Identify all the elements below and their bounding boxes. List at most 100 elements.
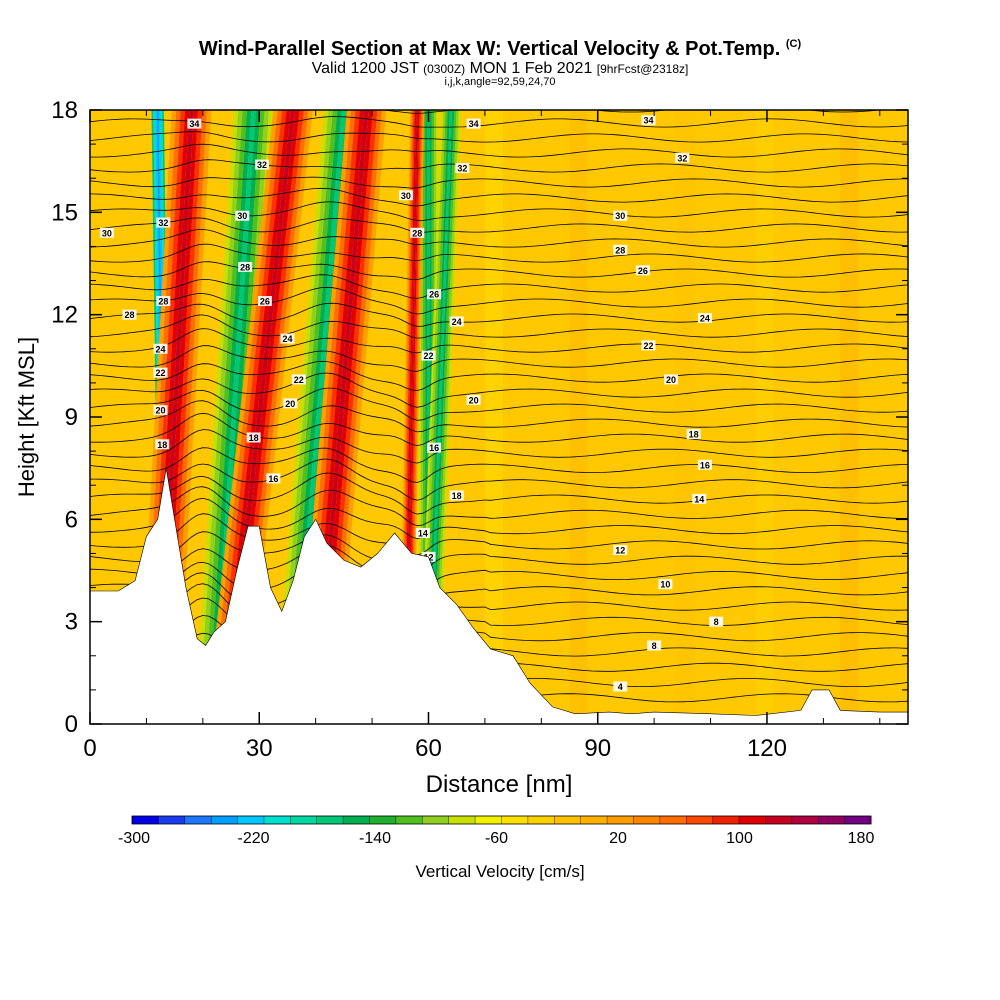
theta-contour (90, 583, 908, 633)
y-tick-label: 9 (65, 404, 78, 431)
theta-label-bg (613, 545, 628, 556)
colorbar-swatch (580, 816, 608, 824)
theta-label-text: 32 (257, 160, 267, 170)
updraft-band (214, 110, 287, 724)
theta-label-text: 18 (452, 491, 462, 501)
colorbar-tick-label: -220 (237, 830, 269, 847)
colorbar-swatch (739, 816, 766, 824)
theta-label-text: 16 (700, 460, 710, 470)
theta-contour (90, 314, 908, 339)
downdraft-band (433, 110, 459, 724)
theta-label: 14 (415, 527, 430, 538)
y-axis-title: Height [Kft MSL] (14, 337, 39, 497)
theta-label-text: 22 (423, 351, 433, 361)
theta-label-bg (155, 439, 170, 450)
theta-label-text: 4 (618, 682, 623, 692)
colorbar-swatch (395, 816, 423, 824)
theta-contour (90, 176, 908, 189)
theta-label: 18 (155, 439, 170, 450)
theta-contour (90, 302, 908, 327)
updraft-band (205, 110, 278, 724)
theta-label: 22 (153, 367, 168, 378)
theta-label-bg (238, 261, 253, 272)
theta-label-text: 16 (429, 443, 439, 453)
theta-label-text: 20 (285, 399, 295, 409)
theta-label-bg (153, 343, 168, 354)
theta-label-bg (466, 118, 481, 129)
theta-label-text: 34 (189, 119, 199, 129)
valid-date: MON 1 Feb 2021 (469, 60, 593, 77)
theta-label-text: 28 (615, 245, 625, 255)
theta-label: 22 (641, 340, 656, 351)
chart-subtitle: Valid 1200 JST (0300Z) MON 1 Feb 2021 [9… (0, 60, 1000, 78)
theta-label-bg (613, 244, 628, 255)
theta-label-text: 8 (714, 617, 719, 627)
theta-contour (90, 447, 908, 483)
theta-label-bg (99, 227, 114, 238)
theta-label-bg (291, 374, 306, 385)
copyright-mark: (C) (785, 38, 802, 50)
theta-label-bg (398, 190, 413, 201)
theta-contour (90, 159, 908, 173)
theta-label: 26 (427, 289, 442, 300)
theta-label: 30 (613, 210, 628, 221)
theta-label: 28 (156, 296, 171, 307)
colorbar-swatch (554, 816, 582, 824)
theta-contour (90, 187, 908, 207)
theta-contour (90, 513, 908, 556)
theta-label: 34 (187, 118, 202, 129)
theta-label-text: 22 (156, 368, 166, 378)
theta-label: 26 (635, 265, 650, 276)
theta-label-text: 28 (124, 310, 134, 320)
theta-label-bg (427, 289, 442, 300)
theta-contour (90, 286, 908, 315)
theta-label: 34 (466, 118, 481, 129)
theta-label-text: 30 (237, 211, 247, 221)
theta-label-text: 28 (240, 262, 250, 272)
theta-label: 24 (153, 343, 168, 354)
downdraft-band (277, 110, 333, 724)
theta-contour (90, 360, 908, 391)
theta-label-bg (246, 432, 261, 443)
y-tick-label: 3 (65, 609, 78, 636)
theta-label: 20 (466, 394, 481, 405)
theta-label-text: 12 (615, 546, 625, 556)
colorbar-swatch (712, 816, 740, 824)
theta-label-bg (641, 340, 656, 351)
colorbar-swatch (422, 816, 450, 824)
theta-label-bg (427, 442, 442, 453)
theta-label-text: 30 (401, 191, 411, 201)
theta-label: 16 (697, 459, 712, 470)
updraft-band (210, 110, 283, 724)
theta-label-bg (647, 640, 662, 651)
theta-contour (90, 261, 908, 281)
theta-contour (90, 557, 908, 609)
colorbar-tick-label: -60 (485, 830, 508, 847)
x-tick-label: 120 (747, 735, 787, 762)
theta-label-bg (697, 459, 712, 470)
theta-label-text: 14 (418, 528, 428, 538)
theta-label: 18 (449, 490, 464, 501)
theta-contour (90, 400, 908, 433)
theta-label-text: 20 (666, 375, 676, 385)
theta-label: 30 (235, 210, 250, 221)
colorbar-swatch (475, 816, 502, 824)
theta-label-bg (280, 333, 295, 344)
field-patch (569, 110, 588, 724)
colorbar-label: Vertical Velocity [cm/s] (415, 862, 585, 881)
colorbar-tick-label: -300 (118, 830, 150, 847)
theta-contour (90, 243, 908, 263)
theta-label-text: 14 (694, 494, 704, 504)
chart-title-text: Wind-Parallel Section at Max W: Vertical… (198, 38, 781, 60)
theta-label-bg (255, 159, 270, 170)
theta-label-text: 24 (700, 314, 710, 324)
plot-clip-group: 34 34 34 32 32 32 32 30 30 30 30 28 28 28 28 28 26 26 26 24… (90, 110, 908, 724)
x-tick-label: 60 (415, 735, 442, 762)
theta-contour (90, 345, 908, 372)
theta-label: 32 (156, 217, 171, 228)
colorbar-swatch (211, 816, 239, 824)
theta-label-bg (613, 681, 628, 692)
colorbar-swatch (263, 816, 291, 824)
forecast-info: [9hrFcst@2318z] (596, 62, 689, 76)
